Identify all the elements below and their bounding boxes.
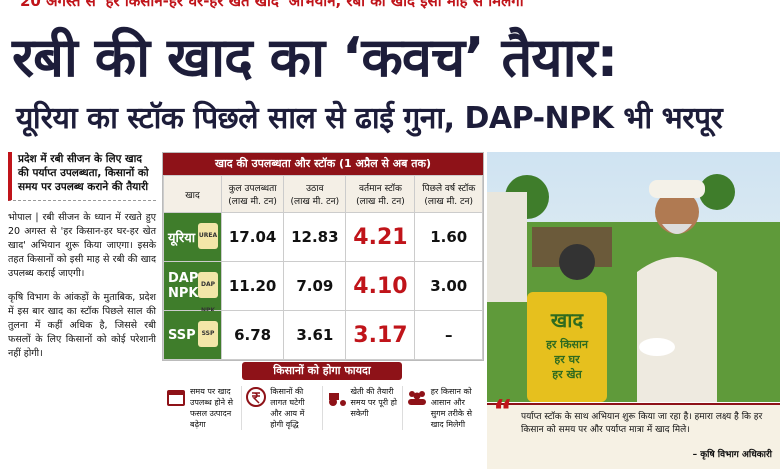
cell: –: [414, 310, 483, 360]
paragraph: भोपाल | रबी सीजन के ध्यान में रखते हुए 2…: [8, 212, 156, 279]
column-header: खाद: [163, 175, 222, 213]
quote-box: “ पर्याप्त स्टॉक के साथ अभियान शुरू किया…: [487, 394, 780, 469]
cell-text: 12.83: [291, 228, 339, 246]
cell-text: 4.10: [353, 273, 408, 299]
cell-text: 6.78: [234, 326, 272, 344]
cell-text: 3.61: [296, 326, 334, 344]
cell-text: 11.20: [228, 277, 277, 295]
cell: 11.20: [220, 261, 285, 311]
header-label: कुल उपलब्धता: [228, 184, 277, 194]
quote-attribution: – कृषि विभाग अधिकारी: [692, 450, 772, 460]
paragraph: कृषि विभाग के आंकड़ों के मुताबिक, प्रदेश…: [8, 292, 156, 359]
bag-tag: UREA: [198, 223, 218, 249]
bag-text: हर खेत: [551, 367, 582, 381]
cell-text: –: [444, 326, 453, 344]
header-label: वर्तमान स्टॉक: [358, 184, 402, 194]
cell-text: यूरिया: [168, 231, 196, 246]
bag-text: खाद: [550, 308, 585, 332]
benefits-title: किसानों को होगा फायदा: [242, 362, 402, 380]
table-row: SSP SSP 6.78 3.61 3.17 –: [163, 310, 483, 360]
table-title: खाद की उपलब्धता और स्टॉक (1 अप्रैल से अब…: [163, 153, 483, 175]
headline: रबी की खाद का ‘कवच’ तैयार:: [12, 26, 618, 89]
stock-table: खाद की उपलब्धता और स्टॉक (1 अप्रैल से अब…: [162, 152, 484, 361]
cell: 3.61: [283, 310, 347, 360]
farmer-photo: खाद हर किसान हर घर हर खेत: [487, 152, 780, 402]
cell-text: 17.04: [228, 228, 277, 246]
calendar-icon: [167, 390, 185, 406]
cell: 3.00: [414, 261, 483, 311]
column-header: पिछले वर्ष स्टॉक (लाख मी. टन): [414, 175, 483, 213]
people-icon: [407, 391, 426, 405]
fertilizer-name: यूरिया UREA: [163, 212, 222, 262]
column-header: वर्तमान स्टॉक (लाख मी. टन): [345, 175, 416, 213]
header-label: पिछले वर्ष स्टॉक: [422, 184, 476, 194]
benefit: किसानों की लागत घटेगी और आय में होगी वृद…: [242, 386, 323, 430]
benefits: किसानों को होगा फायदा समय पर खाद उपलब्ध …: [162, 362, 482, 462]
column-header: उठाव (लाख मी. टन): [283, 175, 347, 213]
column-header: कुल उपलब्धता (लाख मी. टन): [220, 175, 285, 213]
table-body: यूरिया UREA 17.04 12.83 4.21 1.60 DAP + NPK DAP…: [163, 212, 483, 360]
cell: 12.83: [283, 212, 347, 262]
cell: 17.04: [220, 212, 285, 262]
benefit-list: समय पर खाद उपलब्ध होने से फसल उत्पादन बढ…: [162, 386, 482, 430]
cell-text: 3.00: [430, 277, 468, 295]
cell: 3.17: [345, 310, 416, 360]
cell-text: 3.17: [353, 322, 408, 348]
tractor-icon: [328, 393, 346, 406]
bag-tag: DAP NPK: [198, 272, 218, 314]
bag-text: हर किसान: [545, 337, 589, 351]
rupee-icon: [246, 387, 267, 407]
highlight: प्रदेश में रबी सीजन के लिए खाद की पर्याप…: [8, 152, 156, 201]
cell-text: 4.21: [353, 224, 408, 250]
benefit: हर किसान को आसान और सुगम तरीके से खाद मि…: [403, 386, 482, 430]
table: खाद कुल उपलब्धता (लाख मी. टन) उठाव (लाख मी. …: [163, 175, 483, 360]
bag-tag: SSP: [198, 321, 218, 347]
bag-text: हर घर: [553, 353, 580, 366]
header-unit: (लाख मी. टन): [290, 197, 340, 207]
benefit-text: खेती की तैयारी समय पर पूरी हो सकेगी: [350, 387, 398, 418]
cell: 1.60: [414, 212, 483, 262]
benefit-text: किसानों की लागत घटेगी और आय में होगी वृद…: [270, 387, 305, 429]
benefit-text: हर किसान को आसान और सुगम तरीके से खाद मि…: [430, 387, 472, 429]
benefit: खेती की तैयारी समय पर पूरी हो सकेगी: [323, 386, 403, 430]
cell-text: 1.60: [430, 228, 468, 246]
subheadline: यूरिया का स्टॉक पिछले साल से ढाई गुना, D…: [16, 101, 723, 136]
cell: 7.09: [283, 261, 347, 311]
fertilizer-name: SSP SSP: [163, 310, 222, 360]
header-label: खाद: [185, 190, 200, 201]
benefit-text: समय पर खाद उपलब्ध होने से फसल उत्पादन बढ…: [190, 387, 234, 429]
quote-text: पर्याप्त स्टॉक के साथ अभियान शुरू किया ज…: [521, 412, 763, 435]
header-unit: (लाख मी. टन): [424, 197, 474, 207]
cell: 4.21: [345, 212, 416, 262]
top-strip: 20 अगस्त से 'हर किसान-हर घर-हर खेत खाद' …: [20, 0, 524, 10]
header-unit: (लाख मी. टन): [356, 197, 405, 207]
cell: 4.10: [345, 261, 416, 311]
header-unit: (लाख मी. टन): [228, 197, 277, 207]
header-label: उठाव: [306, 184, 324, 194]
quote-mark: “: [493, 394, 513, 429]
sidebar: प्रदेश में रबी सीजन के लिए खाद की पर्याप…: [8, 152, 156, 371]
cell-text: 7.09: [296, 277, 334, 295]
header-row: खाद कुल उपलब्धता (लाख मी. टन) उठाव (लाख मी. …: [163, 175, 483, 213]
benefit: समय पर खाद उपलब्ध होने से फसल उत्पादन बढ…: [162, 386, 243, 430]
table-row: यूरिया UREA 17.04 12.83 4.21 1.60: [163, 212, 483, 262]
cell: 6.78: [220, 310, 285, 360]
cell-text: SSP: [168, 327, 196, 343]
